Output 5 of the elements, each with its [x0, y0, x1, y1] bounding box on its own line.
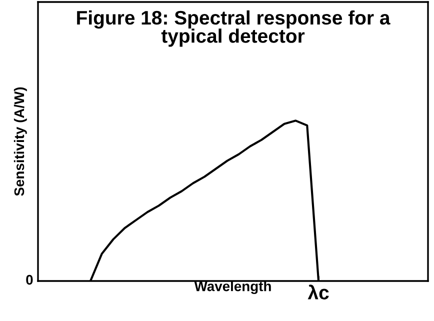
y-axis-title: Sensitivity (A/W): [14, 87, 27, 196]
chart-title: Figure 18: Spectral response for a typical detector: [77, 10, 390, 47]
text: 0: [26, 274, 33, 285]
text: λc: [308, 284, 329, 300]
x-axis-title: Wavelength: [194, 281, 271, 294]
